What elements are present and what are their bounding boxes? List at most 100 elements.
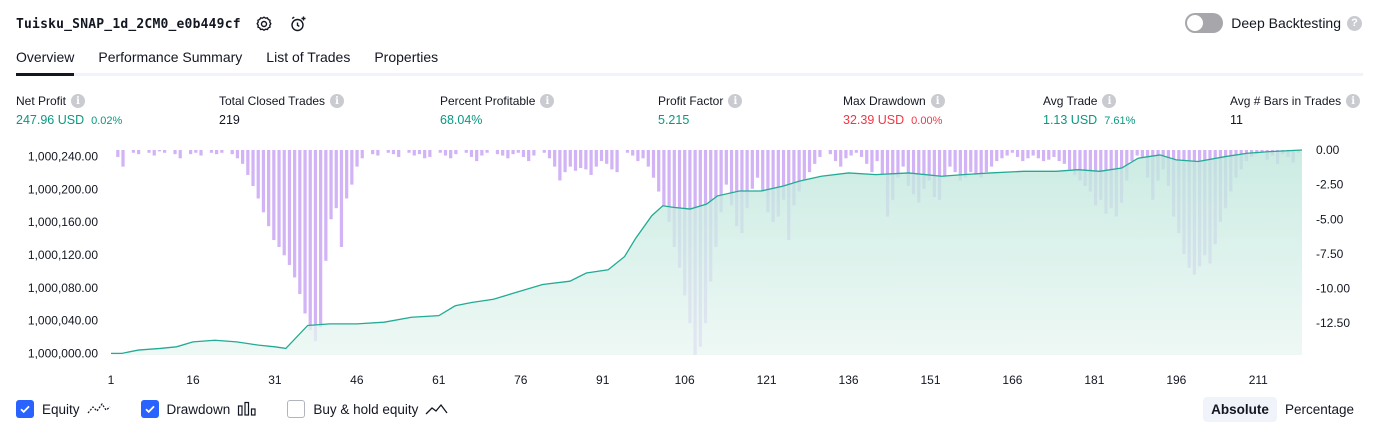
tab-properties[interactable]: Properties: [374, 49, 439, 65]
drawdown-bar: [766, 150, 770, 213]
equity-area: [111, 150, 1302, 355]
info-icon[interactable]: i: [540, 94, 555, 108]
drawdown-bar: [391, 150, 396, 155]
drawdown-bar: [1031, 150, 1035, 156]
drawdown-bar: [807, 150, 812, 173]
x-tick-label: 166: [1002, 373, 1022, 387]
drawdown-bar: [932, 150, 936, 198]
drawdown-bar: [589, 150, 593, 175]
drawdown-bar: [553, 150, 557, 167]
legend-buy-hold[interactable]: Buy & hold equity: [287, 400, 449, 418]
equity-line-icon: [87, 402, 111, 416]
gear-icon[interactable]: [253, 13, 275, 35]
equity-checkbox[interactable]: [16, 400, 34, 418]
drawdown-bar: [657, 150, 661, 192]
tab-list-of-trades[interactable]: List of Trades: [266, 49, 351, 65]
alarm-add-icon[interactable]: [287, 13, 309, 35]
help-icon[interactable]: ?: [1347, 15, 1362, 31]
info-icon[interactable]: i: [330, 94, 345, 108]
drawdown-bar: [745, 150, 749, 209]
drawdown-bar: [1140, 150, 1144, 157]
drawdown-bar: [438, 150, 442, 153]
drawdown-bar: [859, 150, 864, 157]
drawdown-bar: [319, 150, 323, 328]
drawdown-bar: [1021, 150, 1025, 162]
legend-label: Equity: [42, 401, 80, 417]
equity-tick-label: 1,000,040.00: [28, 314, 98, 328]
metric-max-drawdown: Max Drawdown i 32.39 USD 0.00%: [843, 93, 945, 127]
equity-tick-label: 1,000,000.00: [28, 346, 98, 360]
scale-mode-switch: Absolute Percentage: [1203, 397, 1362, 422]
equity-line: [111, 149, 1303, 355]
drawdown-bar: [194, 150, 198, 153]
x-tick-label: 181: [1084, 373, 1104, 387]
drawdown-bar: [906, 150, 910, 187]
drawdown-bar: [1057, 150, 1061, 162]
drawdown-bar: [610, 150, 614, 170]
metric-label: Percent Profitable: [440, 94, 536, 108]
drawdown-bar: [1083, 150, 1087, 187]
drawdown-bar: [1067, 150, 1072, 170]
drawdown-bar: [1078, 150, 1082, 181]
drawdown-bar: [854, 150, 858, 153]
drawdown-bar: [137, 150, 141, 155]
drawdown-bar: [958, 150, 962, 181]
drawdown-bar: [131, 150, 136, 153]
deep-backtesting-toggle[interactable]: [1185, 13, 1224, 33]
metric-value: 247.96 USD: [16, 113, 85, 127]
drawdown-checkbox[interactable]: [140, 400, 159, 418]
drawdown-bar: [157, 150, 162, 152]
x-tick-label: 16: [186, 373, 200, 387]
info-icon[interactable]: i: [1102, 94, 1117, 108]
drawdown-bar: [1052, 150, 1056, 157]
drawdown-bar: [1135, 150, 1139, 156]
drawdown-bar: [735, 150, 739, 227]
drawdown-tick-label: -2.50: [1316, 178, 1344, 192]
absolute-button[interactable]: Absolute: [1203, 397, 1277, 422]
drawdown-bar: [215, 150, 219, 155]
drawdown-bar: [579, 150, 583, 169]
drawdown-bar: [511, 150, 515, 155]
percentage-button[interactable]: Percentage: [1284, 402, 1354, 417]
info-icon[interactable]: i: [71, 94, 86, 108]
buy-hold-checkbox[interactable]: [287, 400, 306, 418]
drawdown-bar: [802, 150, 806, 181]
drawdown-bar: [771, 150, 775, 223]
metric-label: Net Profit: [16, 94, 67, 108]
drawdown-bars-icon: [237, 401, 257, 417]
drawdown-bar: [480, 150, 484, 156]
x-tick-label: 1: [108, 373, 115, 387]
drawdown-bar: [605, 150, 609, 164]
drawdown-bar: [615, 150, 619, 173]
strategy-header: Tuisku_SNAP_1d_2CM0_e0b449cf: [16, 12, 309, 36]
drawdown-bar: [163, 150, 167, 153]
drawdown-bar: [329, 150, 333, 220]
legend-drawdown[interactable]: Drawdown: [140, 400, 258, 418]
metric-value: 68.04%: [440, 113, 483, 127]
drawdown-bar: [334, 150, 338, 209]
legend-equity[interactable]: Equity: [16, 400, 111, 418]
drawdown-bar: [360, 150, 364, 159]
drawdown-bar: [423, 150, 427, 159]
metric-label: Total Closed Trades: [219, 94, 326, 108]
metric-label: Profit Factor: [658, 94, 724, 108]
drawdown-bar: [943, 150, 947, 178]
drawdown-bar: [568, 150, 572, 167]
equity-drawdown-chart[interactable]: 1,000,000.00 1,000,040.00 1,000,080.00 1,00…: [0, 140, 1379, 390]
info-icon[interactable]: i: [728, 94, 743, 108]
drawdown-bar: [558, 150, 562, 181]
tab-overview[interactable]: Overview: [16, 45, 75, 76]
x-tick-label: 106: [675, 373, 695, 387]
metric-avg-trade: Avg Trade i 1.13 USD 7.61%: [1043, 93, 1135, 127]
drawdown-bar: [870, 150, 874, 173]
drawdown-bar: [189, 150, 193, 155]
metric-value: 11: [1230, 113, 1243, 127]
drawdown-bar: [839, 150, 843, 167]
drawdown-bar: [724, 150, 728, 185]
info-icon[interactable]: i: [930, 94, 945, 108]
drawdown-bar: [547, 150, 552, 159]
info-icon[interactable]: i: [1346, 94, 1361, 108]
drawdown-bar: [152, 150, 156, 156]
tab-performance-summary[interactable]: Performance Summary: [98, 49, 243, 65]
drawdown-bar: [875, 150, 879, 162]
